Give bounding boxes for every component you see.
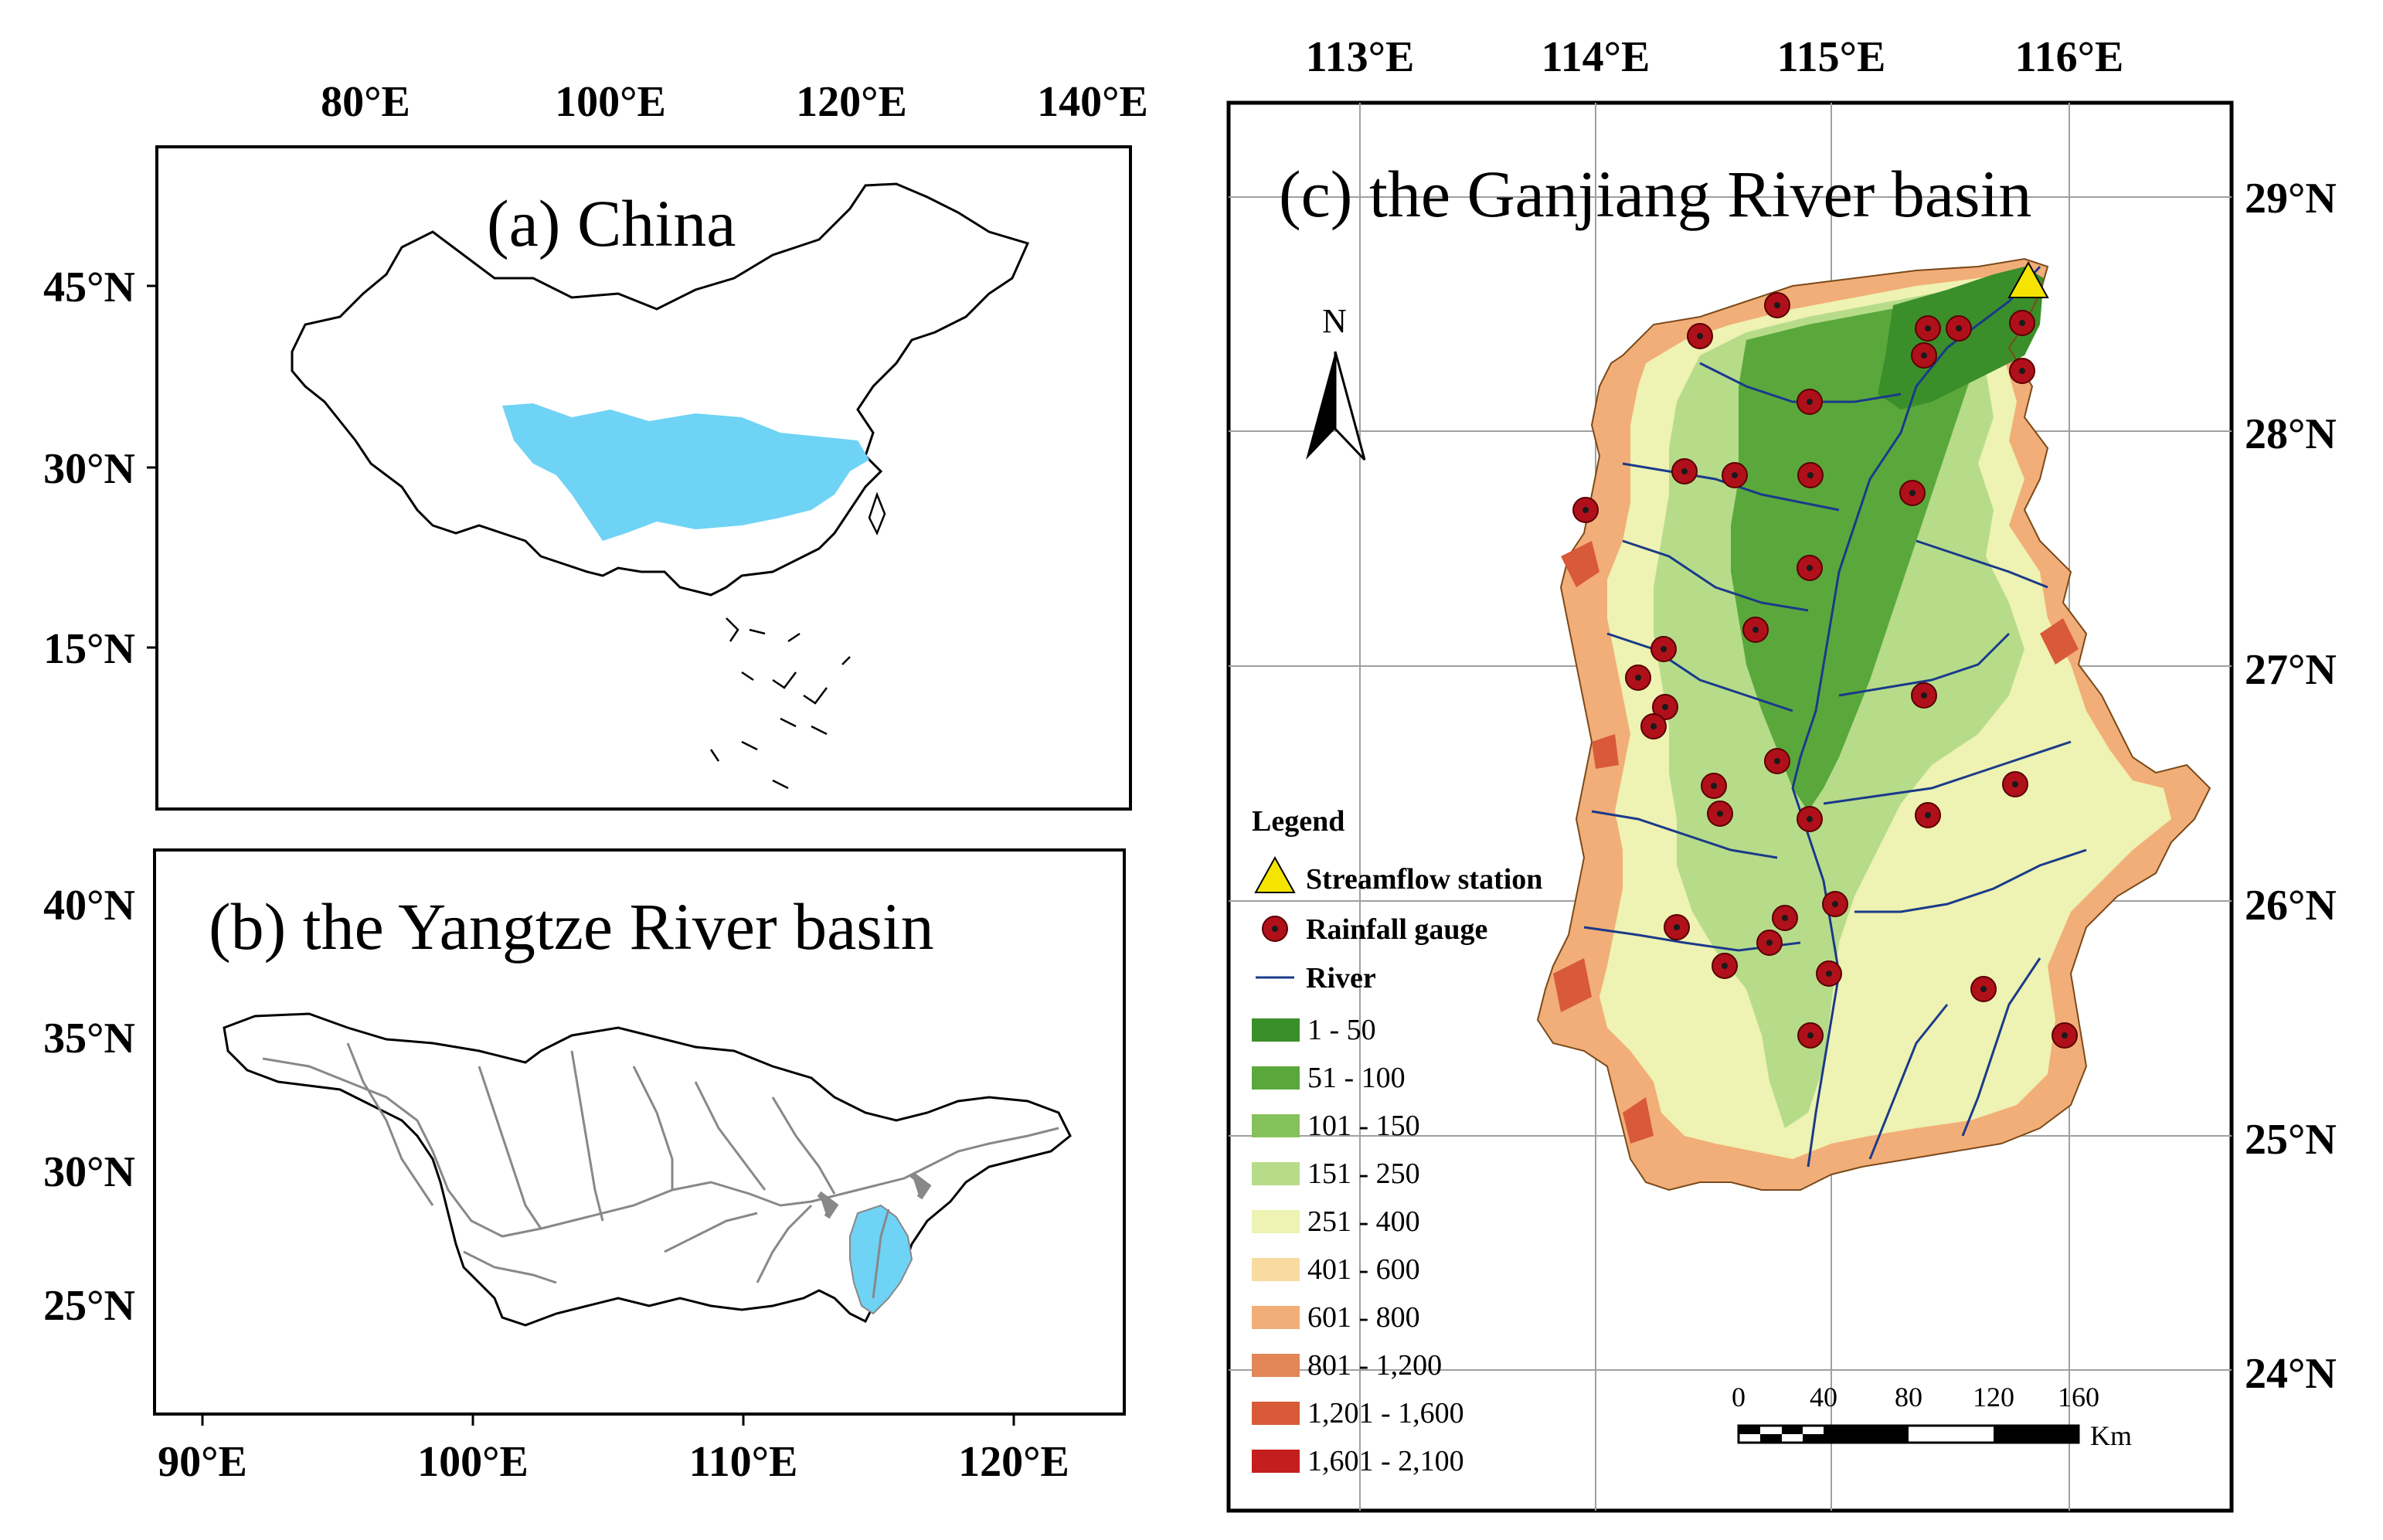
legend-class-label: 1 - 50 bbox=[1307, 1014, 1376, 1046]
scale-label-160: 160 bbox=[2058, 1382, 2099, 1413]
legend-class-swatch bbox=[1252, 1210, 1300, 1233]
legend-station-icon bbox=[1254, 855, 1296, 893]
legend-class-swatch bbox=[1252, 1162, 1300, 1185]
panel-a-tick-30n: 30°N bbox=[43, 445, 135, 493]
panel-c-tick-114e: 114°E bbox=[1542, 33, 1650, 81]
panel-b-tick-100e: 100°E bbox=[417, 1438, 529, 1486]
legend-station-label: Streamflow station bbox=[1306, 863, 1542, 896]
taiwan-outline bbox=[868, 491, 886, 536]
panel-c-title: (c) the Ganjiang River basin bbox=[1279, 157, 2031, 231]
legend-class-swatch bbox=[1252, 1402, 1300, 1425]
legend-gauge-label: Rainfall gauge bbox=[1306, 913, 1487, 946]
legend-class-label: 51 - 100 bbox=[1307, 1062, 1406, 1094]
panel-c-tick-24n: 24°N bbox=[2245, 1350, 2337, 1398]
panel-b-tick-90e: 90°E bbox=[158, 1438, 247, 1486]
legend-class-swatch bbox=[1252, 1450, 1300, 1473]
panel-c-tick-25n: 25°N bbox=[2245, 1116, 2337, 1164]
legend-class-label: 801 - 1,200 bbox=[1307, 1349, 1442, 1382]
china-southern-islands bbox=[709, 617, 851, 790]
scale-label-0: 0 bbox=[1732, 1382, 1746, 1413]
elevation-zone-low bbox=[1731, 292, 2001, 811]
panel-c-tick-26n: 26°N bbox=[2245, 882, 2337, 930]
legend-class-label: 601 - 800 bbox=[1307, 1301, 1420, 1334]
legend-class-label: 1,201 - 1,600 bbox=[1307, 1397, 1464, 1430]
legend-class-swatch bbox=[1252, 1258, 1300, 1281]
panel-a-tick-15n: 15°N bbox=[43, 625, 135, 673]
panel-c-tick-29n: 29°N bbox=[2245, 175, 2337, 223]
panel-b-tick-40n: 40°N bbox=[43, 882, 135, 930]
legend-river-label: River bbox=[1306, 962, 1376, 994]
panel-c-tick-28n: 28°N bbox=[2245, 410, 2337, 458]
panel-b-tick-120e: 120°E bbox=[958, 1438, 1069, 1486]
panel-b-tick-110e: 110°E bbox=[689, 1438, 798, 1486]
ganjiang-basin-in-yangtze bbox=[849, 1204, 913, 1315]
north-arrow-right bbox=[1334, 351, 1366, 461]
panel-b-yangtze: 40°N 35°N 30°N 25°N 90°E 100°E 110°E 120… bbox=[43, 848, 1126, 1486]
panel-c-tick-113e: 113°E bbox=[1306, 33, 1415, 81]
legend-class-label: 151 - 250 bbox=[1307, 1158, 1420, 1190]
legend-class-label: 1,601 - 2,100 bbox=[1307, 1445, 1464, 1477]
rainfall-gauge-dots bbox=[1582, 302, 2068, 1039]
legend-class-label: 251 - 400 bbox=[1307, 1205, 1420, 1238]
scale-label-120: 120 bbox=[1973, 1382, 2014, 1413]
ganjiang-river-in-yangtze bbox=[872, 1209, 890, 1299]
panel-c-ganjiang: 113°E 114°E 115°E 116°E 29°N 28°N 27°N 2… bbox=[1226, 33, 2337, 1513]
legend-class-swatch bbox=[1252, 1306, 1300, 1329]
legend-class-label: 401 - 600 bbox=[1307, 1253, 1420, 1286]
panel-b-tick-25n: 25°N bbox=[43, 1282, 135, 1330]
scale-label-80: 80 bbox=[1895, 1382, 1922, 1413]
panel-a-tick-80e: 80°E bbox=[321, 78, 410, 126]
streamflow-station-marker bbox=[2007, 260, 2049, 298]
scale-label-40: 40 bbox=[1810, 1382, 1837, 1413]
yangtze-rivers bbox=[262, 1042, 1059, 1284]
panel-a-china: 80°E 100°E 120°E 140°E 45°N 30°N 15°N (a… bbox=[43, 78, 1148, 811]
panel-a-tick-140e: 140°E bbox=[1037, 78, 1148, 126]
map-legend: Legend Streamflow station Rainfall gauge… bbox=[1252, 805, 1542, 1477]
legend-class-swatch bbox=[1252, 1066, 1300, 1090]
legend-class-swatch bbox=[1252, 1354, 1300, 1377]
china-outline bbox=[291, 182, 1030, 597]
north-label: N bbox=[1322, 302, 1347, 340]
panel-a-tick-100e: 100°E bbox=[555, 78, 666, 126]
north-arrow: N bbox=[1306, 302, 1366, 461]
yangtze-basin-in-china bbox=[502, 403, 869, 541]
legend-class-label: 101 - 150 bbox=[1307, 1110, 1420, 1142]
yangtze-lakes bbox=[817, 1171, 932, 1219]
north-arrow-left bbox=[1306, 352, 1335, 460]
legend-class-swatch bbox=[1252, 1114, 1300, 1137]
scale-bar: 0 40 80 120 160 Km bbox=[1732, 1382, 2132, 1451]
panel-b-title: (b) the Yangtze River basin bbox=[209, 889, 934, 964]
panel-a-title: (a) China bbox=[487, 186, 736, 260]
panel-a-tick-45n: 45°N bbox=[43, 263, 135, 311]
legend-title: Legend bbox=[1252, 805, 1344, 838]
scale-unit: Km bbox=[2090, 1420, 2132, 1451]
legend-class-swatch bbox=[1252, 1018, 1300, 1042]
panel-b-tick-35n: 35°N bbox=[43, 1015, 135, 1062]
panel-c-tick-115e: 115°E bbox=[1777, 33, 1886, 81]
panel-c-tick-116e: 116°E bbox=[2015, 33, 2124, 81]
panel-a-tick-120e: 120°E bbox=[796, 78, 907, 126]
panel-b-tick-30n: 30°N bbox=[43, 1148, 135, 1196]
panel-c-tick-27n: 27°N bbox=[2245, 646, 2337, 694]
